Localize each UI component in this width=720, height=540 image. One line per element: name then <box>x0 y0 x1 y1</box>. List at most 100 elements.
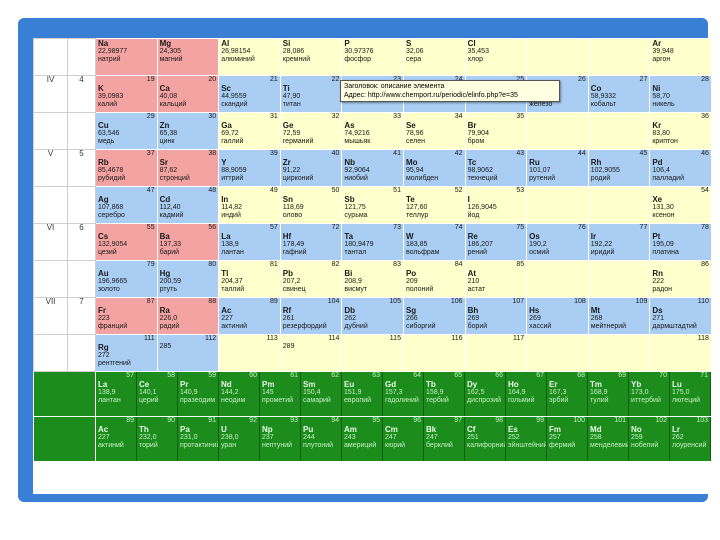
element-cell[interactable]: Na 22,98977 натрий <box>95 38 158 76</box>
element-cell[interactable]: 47 Ag 107,868 серебро <box>95 186 158 224</box>
element-cell[interactable]: 39 Y 88,9059 иттрий <box>218 149 281 187</box>
element-cell[interactable]: 46 Pd 106,4 палладий <box>649 149 711 187</box>
element-cell[interactable] <box>526 260 589 298</box>
element-cell[interactable]: 53 I 126,9045 йод <box>464 186 528 224</box>
element-cell[interactable]: 94 Pu 244 плутоний <box>301 417 342 461</box>
element-cell[interactable] <box>526 38 589 76</box>
element-cell[interactable]: 101 Md 258 менделевий <box>588 417 629 461</box>
element-cell[interactable] <box>587 186 651 224</box>
element-cell[interactable]: 110 Ds 271 дармштадтий <box>649 297 711 335</box>
element-cell[interactable]: 105 Db 262 дубний <box>341 297 404 335</box>
element-cell[interactable]: 109 Mt 268 мейтнерий <box>587 297 651 335</box>
element-cell[interactable]: 54 Xe 131,30 ксенон <box>649 186 711 224</box>
element-cell[interactable]: 91 Pa 231,0 протактиний <box>178 417 219 461</box>
element-cell[interactable]: 103 Lr 262 лоуренсий <box>670 417 711 461</box>
element-cell[interactable]: 98 Cf 251 калифорний <box>465 417 506 461</box>
element-cell[interactable]: 45 Rh 102,9055 родий <box>587 149 651 187</box>
element-cell[interactable]: 51 Sb 121,75 сурьма <box>341 186 404 224</box>
element-cell[interactable]: 117 <box>464 334 528 372</box>
element-cell[interactable]: 57 La 138,9 лантан <box>218 223 281 261</box>
element-cell[interactable]: 55 Cs 132,9054 цезий <box>95 223 158 261</box>
element-cell[interactable]: 102 No 259 нобелий <box>629 417 670 461</box>
element-cell[interactable]: 35 Br 79,904 бром <box>464 112 528 150</box>
element-cell[interactable]: 27 Co 58,9332 кобальт <box>587 75 651 113</box>
element-cell[interactable]: 87 Fr 223 франций <box>95 297 158 335</box>
element-cell[interactable]: 112 285 <box>156 334 220 372</box>
element-cell[interactable]: 29 Cu 63,546 медь <box>95 112 158 150</box>
element-cell[interactable]: 57 La 138,9 лантан <box>96 372 137 416</box>
element-cell[interactable]: 61 Pm 145 прометий <box>260 372 301 416</box>
element-cell[interactable]: 88 Ra 226,0 радий <box>156 297 220 335</box>
element-cell[interactable]: 32 Ge 72,59 германий <box>279 112 343 150</box>
element-cell[interactable]: 85 At 210 астат <box>464 260 528 298</box>
element-cell[interactable]: 118 <box>649 334 711 372</box>
element-cell[interactable]: 31 Ga 69,72 галлий <box>218 112 281 150</box>
element-cell[interactable]: 71 Lu 175,0 лютеций <box>670 372 711 416</box>
element-cell[interactable] <box>587 260 651 298</box>
element-cell[interactable]: 37 Rb 85,4678 рубидий <box>95 149 158 187</box>
element-cell[interactable]: 34 Se 78,96 селен <box>402 112 466 150</box>
element-cell[interactable]: 30 Zn 65,38 цинк <box>156 112 220 150</box>
element-cell[interactable]: 66 Dy 162,5 диспрозий <box>465 372 506 416</box>
element-cell[interactable]: 28 Ni 58,70 никель <box>649 75 711 113</box>
element-cell[interactable]: 38 Sr 87,62 стронций <box>156 149 220 187</box>
element-cell[interactable]: Mg 24,305 магний <box>156 38 220 76</box>
element-cell[interactable]: 64 Gd 157,3 гадолиний <box>383 372 424 416</box>
element-cell[interactable]: 84 Po 209 полоний <box>402 260 466 298</box>
element-cell[interactable]: 50 Sn 118,69 олово <box>279 186 343 224</box>
element-cell[interactable]: 90 Th 232,0 торий <box>137 417 178 461</box>
element-cell[interactable]: 106 Sg 266 сиборгий <box>402 297 466 335</box>
element-cell[interactable]: 100 Fm 257 фермий <box>547 417 588 461</box>
element-cell[interactable] <box>587 38 651 76</box>
element-cell[interactable] <box>587 334 651 372</box>
element-cell[interactable]: 68 Er 167,3 эрбий <box>547 372 588 416</box>
element-cell[interactable]: 99 Es 252 эйнштейний <box>506 417 547 461</box>
element-cell[interactable]: 49 In 114,82 индий <box>218 186 281 224</box>
element-cell[interactable]: 114 289 <box>279 334 343 372</box>
element-cell[interactable]: 59 Pr 140,9 празеодим <box>178 372 219 416</box>
element-cell[interactable]: 81 Tl 204,37 таллий <box>218 260 281 298</box>
element-cell[interactable]: 20 Ca 40,08 кальций <box>156 75 220 113</box>
element-cell[interactable]: 44 Ru 101,07 рутений <box>526 149 589 187</box>
element-cell[interactable]: 43 Tc 98,9062 технеций <box>464 149 528 187</box>
element-cell[interactable]: 56 Ba 137,33 барий <box>156 223 220 261</box>
element-cell[interactable]: Si 28,086 кремний <box>279 38 343 76</box>
element-cell[interactable]: 22 Ti 47,90 титан <box>279 75 343 113</box>
element-cell[interactable]: 93 Np 237 нептуний <box>260 417 301 461</box>
element-cell[interactable]: 104 Rf 261 резерфордий <box>279 297 343 335</box>
element-cell[interactable]: 69 Tm 168,9 тулий <box>588 372 629 416</box>
element-cell[interactable]: 79 Au 196,9665 золото <box>95 260 158 298</box>
element-cell[interactable] <box>526 112 589 150</box>
element-cell[interactable]: 19 K 39,0983 калий <box>95 75 158 113</box>
element-cell[interactable]: Ar 39,948 аргон <box>649 38 711 76</box>
element-cell[interactable]: 108 Hs 269 хассий <box>526 297 589 335</box>
element-cell[interactable]: 62 Sm 150,4 самарий <box>301 372 342 416</box>
element-cell[interactable]: 76 Os 190,2 осмий <box>526 223 589 261</box>
element-cell[interactable]: Al 26,98154 алюминий <box>218 38 281 76</box>
element-cell[interactable]: 40 Zr 91,22 цирконий <box>279 149 343 187</box>
element-cell[interactable]: 67 Ho 164,9 гольмий <box>506 372 547 416</box>
element-cell[interactable]: 82 Pb 207,2 свинец <box>279 260 343 298</box>
element-cell[interactable]: 111 Rg 272 рентгений <box>95 334 158 372</box>
element-cell[interactable]: 42 Mo 95,94 молибден <box>402 149 466 187</box>
element-cell[interactable] <box>587 112 651 150</box>
element-cell[interactable]: 52 Te 127,60 теллур <box>402 186 466 224</box>
element-cell[interactable]: 113 <box>218 334 281 372</box>
element-cell[interactable]: 86 Rn 222 радон <box>649 260 711 298</box>
element-cell[interactable]: 97 Bk 247 берклий <box>424 417 465 461</box>
element-cell[interactable]: 116 <box>402 334 466 372</box>
element-cell[interactable]: 75 Re 186,207 рений <box>464 223 528 261</box>
element-cell[interactable]: 70 Yb 173,0 иттербий <box>629 372 670 416</box>
element-cell[interactable]: S 32,06 сера <box>402 38 466 76</box>
element-cell[interactable]: 78 Pt 195,09 платина <box>649 223 711 261</box>
element-cell[interactable]: 33 As 74,9216 мышьяк <box>341 112 404 150</box>
element-cell[interactable]: 77 Ir 192,22 иридий <box>587 223 651 261</box>
element-cell[interactable]: Cl 35,453 хлор <box>464 38 528 76</box>
element-cell[interactable]: 21 Sc 44,9559 скандий <box>218 75 281 113</box>
element-cell[interactable]: 65 Tb 158,9 тербий <box>424 372 465 416</box>
element-cell[interactable] <box>526 334 589 372</box>
element-cell[interactable]: 58 Ce 140,1 церий <box>137 372 178 416</box>
element-cell[interactable]: 80 Hg 200,59 ртуть <box>156 260 220 298</box>
element-cell[interactable]: 96 Cm 247 кюрий <box>383 417 424 461</box>
element-cell[interactable]: 89 Ac 227 актиний <box>218 297 281 335</box>
